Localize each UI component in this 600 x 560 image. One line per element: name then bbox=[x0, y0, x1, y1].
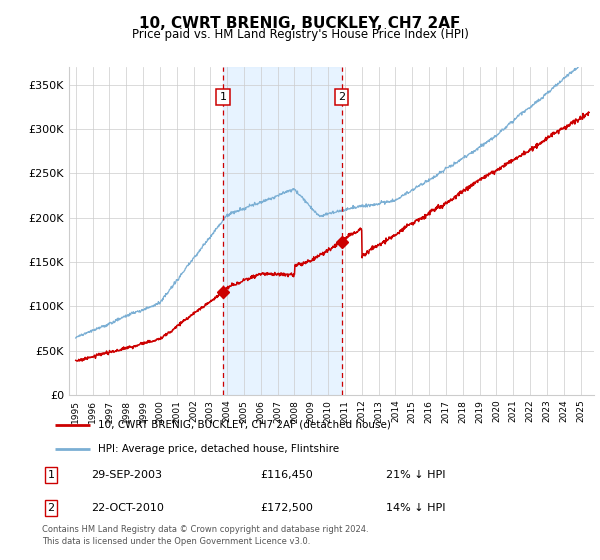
Text: HPI: Average price, detached house, Flintshire: HPI: Average price, detached house, Flin… bbox=[98, 444, 339, 454]
Text: 2: 2 bbox=[47, 503, 55, 513]
Text: 29-SEP-2003: 29-SEP-2003 bbox=[91, 470, 162, 480]
Text: 10, CWRT BRENIG, BUCKLEY, CH7 2AF: 10, CWRT BRENIG, BUCKLEY, CH7 2AF bbox=[139, 16, 461, 31]
Bar bbox=[223, 67, 341, 395]
Text: Contains HM Land Registry data © Crown copyright and database right 2024.
This d: Contains HM Land Registry data © Crown c… bbox=[42, 525, 368, 546]
Text: £116,450: £116,450 bbox=[260, 470, 313, 480]
Text: 14% ↓ HPI: 14% ↓ HPI bbox=[386, 503, 445, 513]
Text: 1: 1 bbox=[220, 92, 226, 102]
Text: £172,500: £172,500 bbox=[260, 503, 313, 513]
Text: 10, CWRT BRENIG, BUCKLEY, CH7 2AF (detached house): 10, CWRT BRENIG, BUCKLEY, CH7 2AF (detac… bbox=[98, 420, 391, 430]
Text: Price paid vs. HM Land Registry's House Price Index (HPI): Price paid vs. HM Land Registry's House … bbox=[131, 28, 469, 41]
Text: 21% ↓ HPI: 21% ↓ HPI bbox=[386, 470, 445, 480]
Text: 2: 2 bbox=[338, 92, 345, 102]
Text: 1: 1 bbox=[47, 470, 55, 480]
Text: 22-OCT-2010: 22-OCT-2010 bbox=[91, 503, 164, 513]
